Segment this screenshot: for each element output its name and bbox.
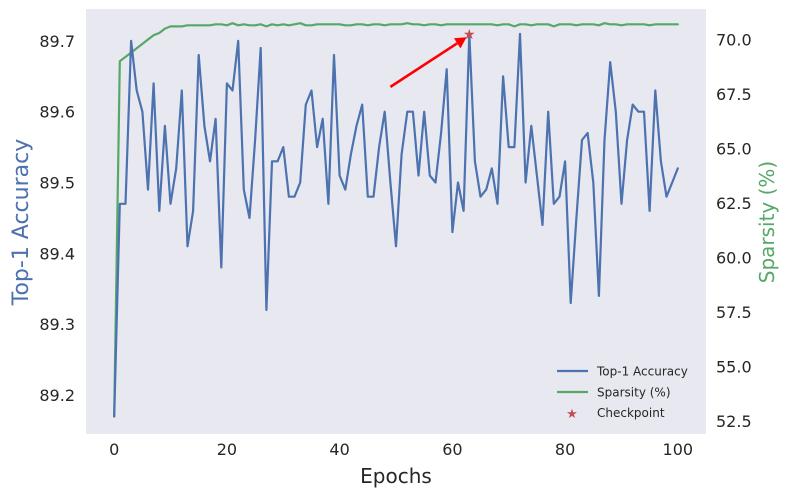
accuracy-series-line (113, 32, 679, 418)
checkpoint-marker: ★ (463, 27, 476, 43)
right-y-tick-label: 65.0 (716, 140, 752, 159)
x-tick-label: 80 (555, 440, 575, 459)
right-y-axis-label: Sparsity (%) (755, 161, 779, 284)
x-tick-label: 40 (329, 440, 349, 459)
left-y-tick-label: 89.6 (39, 103, 75, 122)
left-y-tick-label: 89.4 (39, 244, 75, 263)
left-y-axis-ticks: 89.2 89.3 89.4 89.5 89.6 89.7 (39, 32, 75, 405)
legend-accuracy-label: Top-1 Accuracy (596, 365, 688, 379)
left-y-axis-label: Top-1 Accuracy (9, 139, 34, 307)
sparsity-series-line (113, 22, 679, 418)
annotation-arrow-head (454, 37, 467, 49)
x-axis-label: Epochs (360, 464, 432, 488)
legend: Top-1 Accuracy Sparsity (%) ★ Checkpoint (557, 365, 688, 422)
x-tick-label: 0 (109, 440, 119, 459)
right-y-tick-label: 62.5 (716, 194, 752, 213)
legend-sparsity-label: Sparsity (%) (597, 386, 671, 400)
left-y-tick-label: 89.3 (39, 315, 75, 334)
legend-checkpoint-label: Checkpoint (597, 406, 665, 420)
right-y-tick-label: 70.0 (716, 31, 752, 50)
x-tick-label: 20 (217, 440, 237, 459)
x-tick-label: 100 (663, 440, 694, 459)
checkpoint-layer: ★ (463, 27, 476, 43)
right-y-tick-label: 57.5 (716, 303, 752, 322)
series-layer (113, 22, 679, 418)
right-y-tick-label: 67.5 (716, 85, 752, 104)
annotation-arrow-shaft (389, 42, 458, 88)
left-y-tick-label: 89.5 (39, 174, 75, 193)
x-axis-ticks: 0 20 40 60 80 100 (109, 440, 693, 459)
right-y-tick-label: 60.0 (716, 249, 752, 268)
right-y-tick-label: 55.0 (716, 357, 752, 376)
right-y-axis-ticks: 52.5 55.0 57.5 60.0 62.5 65.0 67.5 70.0 (716, 31, 752, 431)
right-y-tick-label: 52.5 (716, 412, 752, 431)
legend-checkpoint-marker: ★ (566, 407, 578, 422)
left-y-tick-label: 89.7 (39, 32, 75, 51)
left-y-tick-label: 89.2 (39, 386, 75, 405)
x-tick-label: 60 (442, 440, 462, 459)
annotation-arrow-layer (389, 37, 467, 88)
